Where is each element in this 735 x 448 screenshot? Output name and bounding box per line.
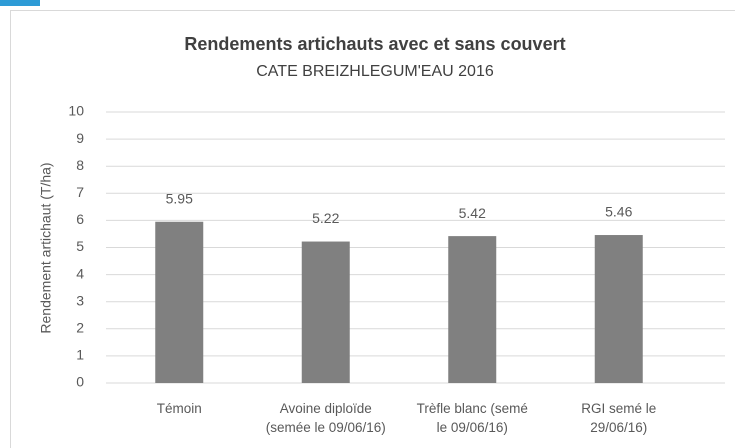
bar xyxy=(155,221,204,383)
x-tick-label: Avoine diploïde (semée le 09/06/16) xyxy=(265,401,386,435)
y-tick-label: 9 xyxy=(76,130,84,146)
bar xyxy=(448,236,497,383)
chart-title: Rendements artichauts avec et sans couve… xyxy=(184,34,565,54)
y-axis-label: Rendement artichaut (T/ha) xyxy=(38,162,54,333)
header-accent xyxy=(0,0,40,6)
bar xyxy=(301,241,350,383)
y-tick-label: 6 xyxy=(76,211,84,227)
x-tick-label: Trèfle blanc (semé le 09/06/16) xyxy=(416,401,528,435)
data-label: 5.46 xyxy=(605,204,632,220)
data-label: 5.95 xyxy=(166,190,193,206)
bar xyxy=(594,235,643,383)
y-tick-label: 8 xyxy=(76,157,84,173)
y-tick-label: 5 xyxy=(76,238,84,254)
data-label: 5.22 xyxy=(312,210,339,226)
data-label: 5.42 xyxy=(459,205,486,221)
y-tick-label: 4 xyxy=(76,265,84,281)
y-tick-label: 3 xyxy=(76,292,84,308)
x-tick-label: Témoin xyxy=(156,401,202,416)
y-tick-label: 7 xyxy=(76,184,84,200)
y-tick-label: 10 xyxy=(68,103,84,119)
x-tick-label: RGI semé le 29/06/16) xyxy=(581,401,657,435)
y-tick-label: 0 xyxy=(76,374,84,390)
y-tick-label: 1 xyxy=(76,347,84,363)
y-tick-label: 2 xyxy=(76,320,84,336)
chart-subtitle: CATE BREIZHLEGUM'EAU 2016 xyxy=(256,63,494,80)
